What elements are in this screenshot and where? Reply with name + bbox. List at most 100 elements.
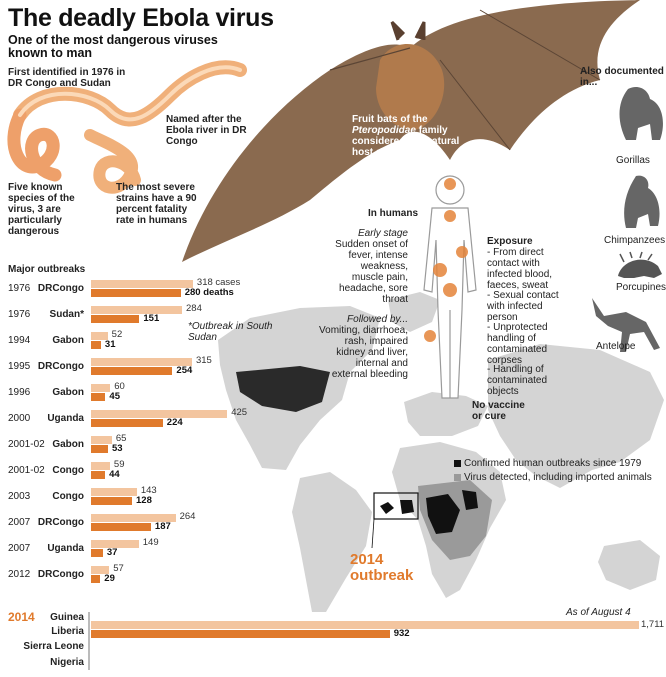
deaths-bar <box>91 445 108 453</box>
deaths-bar <box>91 523 151 531</box>
humans-heading: In humans <box>368 208 419 219</box>
deaths-label: 37 <box>106 547 118 558</box>
species-note: Five known species of the virus, 3 are p… <box>8 182 75 237</box>
cases-bar <box>91 514 176 522</box>
animal-label-gorillas: Gorillas <box>616 155 650 166</box>
row-country: Uganda <box>47 543 84 554</box>
row-country: DRCongo <box>37 283 84 294</box>
row-year: 1976 <box>8 283 31 294</box>
exposure-item: - From direct contact with infected bloo… <box>487 247 553 291</box>
strains-note: The most severe strains have a 90 percen… <box>116 182 197 226</box>
cases-bar <box>91 306 183 314</box>
cases-bar <box>91 436 112 444</box>
cases-label: 149 <box>142 537 159 548</box>
outbreak-footnote: *Outbreak in South Sudan <box>188 321 273 343</box>
deaths-bar <box>91 471 106 479</box>
row-year: 1994 <box>8 335 31 346</box>
exposure-item: - Unprotected handling of contaminated c… <box>487 322 548 366</box>
row-country: DRCongo <box>37 361 84 372</box>
named-after-note: Named after the Ebola river in DR Congo <box>166 114 247 147</box>
cases-bar <box>91 540 139 548</box>
row-year: 2007 <box>8 517 31 528</box>
cases-bar <box>91 332 108 340</box>
bat-note-family: Pteropodidae <box>352 125 416 136</box>
deaths-bar <box>91 419 163 427</box>
row-year: 2001-02 <box>8 465 45 476</box>
gorilla-icon <box>619 87 663 140</box>
cases-bar <box>91 462 110 470</box>
bat-note-line2: family considered the natural host of th… <box>352 125 460 158</box>
row-country: Gabon <box>52 439 84 450</box>
cases-bar <box>91 358 192 366</box>
latest-country: Nigeria <box>50 657 84 668</box>
cases-label: 264 <box>179 511 196 522</box>
deaths-label: 151 <box>143 313 160 324</box>
row-year: 2001-02 <box>8 439 45 450</box>
animal-label-chimpanzees: Chimpanzees <box>604 235 666 246</box>
followed-by-label: Followed by... <box>347 314 408 325</box>
cases-label: 57 <box>113 563 124 574</box>
row-country: Gabon <box>52 335 84 346</box>
deaths-label: 224 <box>166 417 183 428</box>
also-documented-heading: Also documented in... <box>580 66 664 88</box>
cases-label: 1,711 <box>641 619 665 630</box>
row-country: DRCongo <box>37 517 84 528</box>
outbreak-2014-label: 2014 outbreak <box>350 551 414 584</box>
cases-bar <box>91 384 111 392</box>
outbreaks-heading: Major outbreaks <box>8 264 86 275</box>
early-stage-label: Early stage <box>357 228 408 239</box>
deaths-label: 45 <box>109 391 120 402</box>
followed-by-text: Vomiting, diarrhoea, rash, impaired kidn… <box>319 325 408 380</box>
deaths-bar <box>91 341 101 349</box>
cases-bar <box>91 410 228 418</box>
human-silhouette <box>423 175 477 399</box>
animal-label-porcupines: Porcupines <box>616 282 666 293</box>
exposure-item: - Sexual contact with infected person <box>487 290 559 323</box>
no-vaccine-note: No vaccine or cure <box>472 400 525 422</box>
cases-label: 52 <box>111 329 123 340</box>
deaths-label: 932 <box>393 628 410 639</box>
legend-confirmed-swatch <box>454 460 461 467</box>
deaths-label: 280 deaths <box>184 287 234 298</box>
deaths-bar <box>91 315 140 323</box>
porcupine-icon <box>618 251 662 278</box>
row-country: Sudan* <box>49 309 84 320</box>
row-year: 1976 <box>8 309 31 320</box>
row-year: 2000 <box>8 413 31 424</box>
latest-year: 2014 <box>8 610 35 624</box>
bat-note-line1: Fruit bats of the <box>352 114 428 125</box>
cases-label: 143 <box>140 485 157 496</box>
row-country: Congo <box>52 465 84 476</box>
deaths-label: 29 <box>104 573 115 584</box>
row-country: Uganda <box>47 413 84 424</box>
latest-country: Guinea <box>50 612 84 623</box>
row-year: 1996 <box>8 387 31 398</box>
deaths-bar <box>91 289 181 297</box>
deaths-label: 254 <box>176 365 193 376</box>
deaths-bar <box>91 575 101 583</box>
latest-country: Sierra Leone <box>23 641 84 652</box>
deaths-label: 53 <box>111 443 123 454</box>
deaths-label: 128 <box>136 495 152 506</box>
fruit-bat-illustration <box>182 0 640 262</box>
page-subtitle: One of the most dangerous viruses known … <box>8 33 218 60</box>
deaths-bar <box>91 630 390 638</box>
legend-confirmed-label: Confirmed human outbreaks since 1979 <box>464 458 642 469</box>
cases-label: 284 <box>186 303 202 314</box>
deaths-bar <box>91 393 106 401</box>
cases-label: 425 <box>231 407 248 418</box>
cases-bar <box>91 566 110 574</box>
latest-country: Liberia <box>51 626 84 637</box>
exposure-item: - Handling of contaminated objects <box>487 364 548 397</box>
legend-detected-label: Virus detected, including imported anima… <box>464 472 652 483</box>
deaths-label: 187 <box>154 521 171 532</box>
deaths-label: 44 <box>109 469 120 480</box>
antelope-icon <box>592 298 660 352</box>
row-year: 2012 <box>8 569 31 580</box>
deaths-bar <box>91 549 103 557</box>
deaths-label: 31 <box>104 339 116 350</box>
cases-bar <box>91 488 137 496</box>
legend-detected-swatch <box>454 474 461 481</box>
cases-label: 59 <box>113 459 125 470</box>
